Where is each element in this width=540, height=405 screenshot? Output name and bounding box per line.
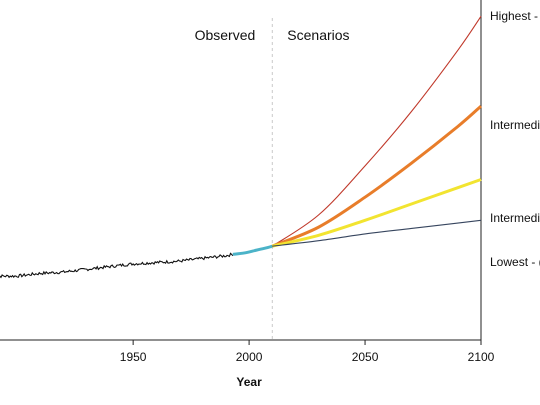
- series-layer: Highest - Intermedi Intermedi Lowest - (: [0, 9, 540, 279]
- x-tick-label: 2050: [352, 350, 379, 364]
- scenario-line-3: [271, 178, 482, 248]
- x-axis-title: Year: [236, 375, 262, 389]
- chart-axes: [0, 0, 482, 341]
- x-tick-label: 1950: [120, 350, 147, 364]
- scenario-label-1: Highest -: [490, 9, 538, 23]
- scenario-line-4: [272, 219, 482, 247]
- scenario-line-2: [271, 104, 482, 248]
- x-axis-ticks: 1950 2000 2050 2100: [120, 340, 495, 364]
- scenario-label-2: Intermedi: [490, 118, 540, 132]
- satellite-line: [232, 244, 273, 256]
- observed-label: Observed: [195, 27, 256, 43]
- scenario-label-3: Intermedi: [490, 211, 540, 225]
- x-tick-label: 2000: [236, 350, 263, 364]
- scenario-label-4: Lowest - (: [490, 255, 540, 269]
- observed-line: [0, 252, 234, 279]
- scenarios-label: Scenarios: [287, 27, 349, 43]
- x-tick-label: 2100: [468, 350, 495, 364]
- scenario-line-1: [271, 16, 482, 247]
